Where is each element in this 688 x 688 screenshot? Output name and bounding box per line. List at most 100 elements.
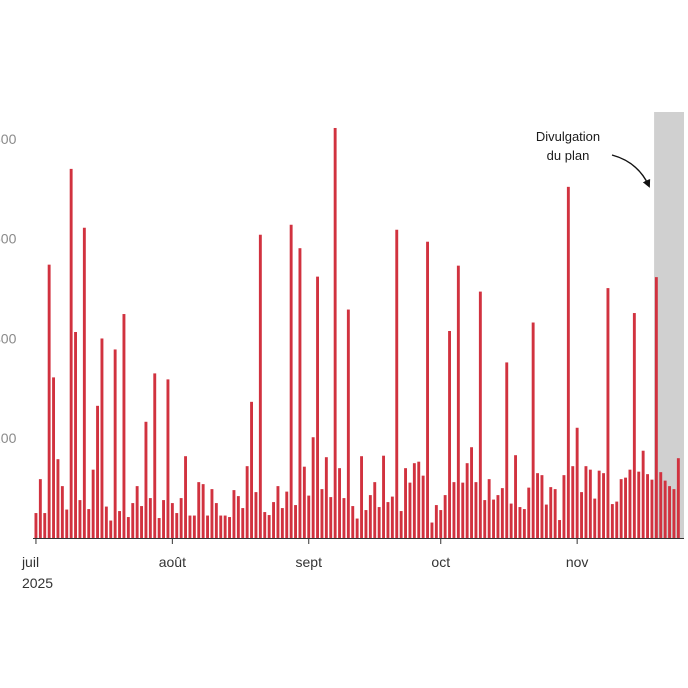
bar (641, 450, 645, 538)
bar (373, 482, 377, 538)
bar (364, 510, 368, 538)
bar (456, 265, 460, 538)
bar (602, 473, 605, 538)
bar (342, 498, 346, 538)
bar (628, 469, 632, 538)
bar (571, 466, 575, 538)
bar (672, 489, 676, 538)
bar (496, 495, 500, 538)
bar (316, 276, 319, 538)
bar (184, 456, 187, 538)
bar (96, 405, 99, 538)
bar (320, 489, 324, 538)
bar (166, 379, 170, 538)
bars (34, 127, 680, 539)
bar (478, 291, 482, 538)
bar (632, 313, 636, 538)
bar (483, 500, 487, 538)
bar (514, 455, 517, 538)
bar (465, 463, 469, 538)
bar (232, 490, 236, 538)
bar (298, 248, 302, 538)
bar (470, 447, 473, 538)
bar (650, 479, 654, 538)
x-tick-label: juil (21, 554, 39, 570)
annotation-text-line: du plan (547, 148, 590, 163)
bar (214, 503, 218, 538)
bar (276, 486, 280, 538)
bar (659, 472, 663, 538)
bar (192, 515, 196, 538)
bar (162, 500, 165, 538)
y-axis: 200 400 600 800 (0, 131, 17, 446)
bar (487, 479, 491, 538)
bar (522, 509, 526, 538)
bar (206, 515, 209, 538)
bar (223, 515, 227, 538)
bar (461, 482, 465, 538)
bar (368, 495, 372, 538)
bar (505, 362, 509, 538)
bar (272, 502, 275, 538)
bar (351, 506, 355, 538)
bar (606, 288, 610, 538)
bar (122, 314, 126, 538)
bar (434, 505, 438, 538)
bar (408, 482, 412, 538)
bar (280, 508, 284, 538)
bar (663, 480, 667, 538)
bar (355, 518, 359, 538)
bar (52, 377, 55, 538)
bar (430, 522, 434, 538)
bar (144, 421, 148, 538)
bar (118, 511, 121, 538)
bar (113, 349, 117, 538)
bar (329, 497, 333, 538)
bar (452, 482, 456, 538)
bar (417, 461, 421, 538)
bar (654, 277, 658, 538)
bar (34, 513, 38, 538)
bar (60, 486, 64, 538)
bar (676, 458, 680, 538)
bar (333, 127, 337, 539)
bar (421, 475, 425, 538)
bar (615, 501, 619, 538)
bar (382, 455, 385, 538)
bar (597, 470, 601, 538)
bar (131, 503, 135, 538)
annotation-text-line: Divulgation (536, 129, 600, 144)
bar (474, 482, 478, 538)
bar (65, 509, 69, 538)
x-tick-year-label: 2025 (22, 575, 53, 591)
bar (404, 468, 407, 538)
bar (109, 520, 113, 538)
bar (390, 496, 394, 538)
bar (509, 503, 513, 538)
y-tick-label: 400 (0, 330, 17, 346)
bar (549, 487, 553, 538)
bar (553, 489, 557, 538)
bar (324, 457, 328, 538)
bar (610, 504, 614, 538)
bar (157, 518, 161, 538)
bar (104, 506, 108, 538)
bar (624, 477, 627, 538)
bar (386, 502, 390, 538)
bar (619, 479, 623, 538)
bar (637, 471, 641, 538)
bar (267, 515, 271, 538)
y-tick-label: 800 (0, 131, 17, 147)
bar (558, 520, 561, 538)
bar (38, 479, 42, 538)
bar (285, 491, 289, 538)
bar (170, 503, 174, 538)
bar (228, 517, 231, 538)
bar (531, 322, 535, 538)
bar (294, 505, 297, 538)
x-tick-label: sept (296, 554, 323, 570)
bar (307, 495, 311, 538)
bar (593, 498, 597, 538)
bar (258, 234, 262, 538)
y-tick-label: 600 (0, 231, 17, 247)
